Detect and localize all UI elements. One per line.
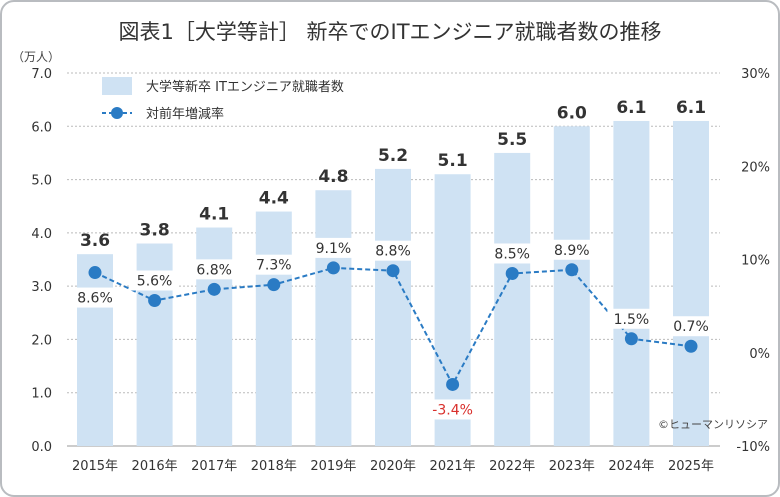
growth-value-label: 1.5% [614, 312, 650, 328]
growth-label-bg [190, 259, 239, 280]
bar [375, 168, 411, 446]
bar [315, 190, 352, 446]
growth-value-label: 8.6% [77, 291, 113, 307]
growth-value-label: 8.9% [554, 243, 590, 259]
growth-label-bg [309, 237, 358, 258]
bar [673, 120, 709, 446]
y-tick-label: 3.0 [31, 280, 52, 295]
growth-label-bg [130, 270, 179, 291]
growth-point [624, 332, 638, 346]
legend-bar-swatch [102, 76, 132, 95]
bar-value-label: 4.1 [199, 205, 229, 225]
bar-value-label: 3.6 [80, 231, 110, 251]
y-tick-label: 0.0 [31, 440, 52, 455]
growth-point [267, 278, 281, 292]
growth-point [565, 263, 579, 277]
growth-point [386, 264, 400, 278]
growth-label-bg [71, 287, 119, 308]
x-tick-label: 2025年 [668, 459, 714, 474]
growth-label-bg [547, 239, 596, 260]
bar [553, 126, 590, 447]
bar-value-label: 5.5 [497, 130, 527, 150]
y-tick-label: 6.0 [31, 120, 52, 135]
growth-value-label: 0.7% [673, 319, 709, 335]
x-tick-label: 2017年 [191, 459, 237, 474]
growth-value-label: 6.8% [196, 262, 232, 278]
growth-label-bg [369, 240, 417, 261]
y-tick-label: 5.0 [31, 174, 52, 189]
x-tick-label: 2019年 [310, 459, 356, 474]
growth-label-bg [428, 399, 477, 420]
growth-value-label: 5.6% [137, 274, 173, 290]
growth-label-bg [488, 243, 537, 264]
y2-tick-label: 30% [741, 67, 770, 82]
bar-value-label: 4.4 [259, 189, 289, 209]
y-tick-label: 4.0 [31, 227, 52, 242]
credit: ©ヒューマンリソシア [658, 418, 768, 431]
bar-value-label: 5.1 [438, 151, 468, 171]
growth-point [446, 377, 460, 391]
legend-line-swatch [102, 106, 132, 119]
growth-label-bg [667, 316, 715, 337]
y2-tick-label: -10% [736, 440, 770, 455]
legend-line-label: 対前年増減率 [146, 107, 225, 122]
growth-point [326, 261, 340, 275]
y2-tick-label: 0% [749, 347, 770, 362]
growth-value-label: 9.1% [316, 241, 352, 257]
growth-value-label: -3.4% [432, 402, 473, 418]
growth-value-label: 8.5% [494, 246, 530, 262]
growth-point [684, 339, 698, 353]
x-tick-label: 2021年 [430, 459, 476, 474]
bar-value-label: 3.8 [140, 221, 170, 241]
bar-value-label: 6.0 [557, 103, 587, 123]
bar-value-label: 6.1 [616, 98, 646, 118]
legend-bar: 大学等新卒 ITエンジニア就職者数 [102, 76, 344, 95]
y-tick-label: 1.0 [31, 387, 52, 402]
growth-value-label: 7.3% [256, 258, 292, 274]
legend-bar-label: 大学等新卒 ITエンジニア就職者数 [146, 80, 344, 95]
x-tick-label: 2024年 [608, 459, 654, 474]
bar-value-label: 5.2 [378, 146, 408, 166]
x-tick-label: 2022年 [489, 459, 535, 474]
bar-value-label: 6.1 [676, 98, 706, 118]
bar [255, 211, 292, 446]
y-axis-unit: （万人） [12, 50, 61, 64]
x-tick-label: 2023年 [549, 459, 595, 474]
bar-value-label: 4.8 [318, 167, 348, 187]
legend-line: 対前年増減率 [102, 103, 224, 122]
y-tick-label: 2.0 [31, 333, 52, 348]
growth-point [148, 294, 162, 308]
y-tick-label: 7.0 [31, 67, 52, 82]
x-tick-label: 2018年 [251, 459, 297, 474]
chart-title: 図表1［大学等計］ 新卒でのITエンジニア就職者数の推移 [118, 20, 662, 44]
growth-point [88, 266, 102, 280]
growth-label-bg [249, 254, 298, 275]
growth-label-bg [607, 308, 656, 329]
growth-point [505, 266, 519, 280]
x-tick-label: 2016年 [132, 459, 178, 474]
growth-point [207, 282, 221, 296]
bar [613, 120, 650, 446]
bar [494, 152, 531, 446]
y2-tick-label: 10% [741, 254, 770, 269]
x-tick-label: 2015年 [72, 459, 118, 474]
x-tick-label: 2020年 [370, 459, 416, 474]
bar [77, 254, 113, 446]
growth-value-label: 8.8% [375, 244, 411, 260]
y2-tick-label: 20% [741, 160, 770, 175]
